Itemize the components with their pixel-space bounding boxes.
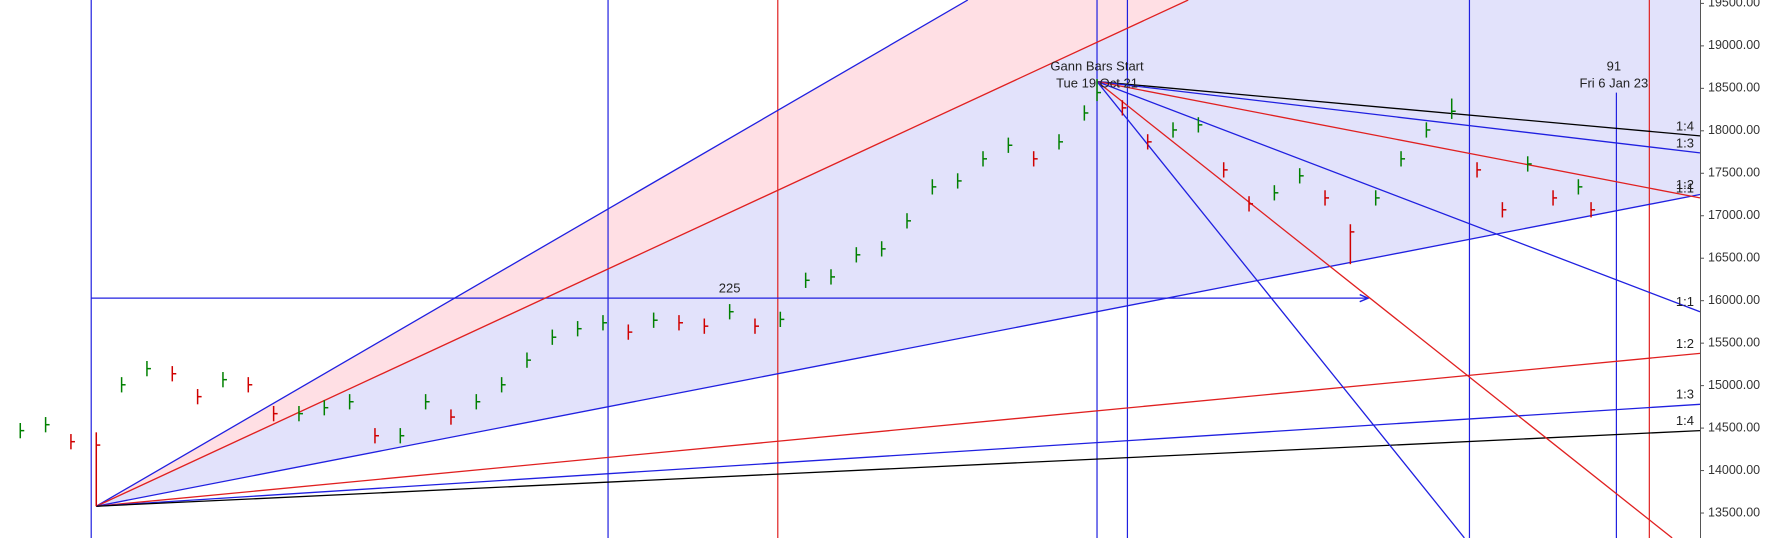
gann-line <box>1096 80 1701 199</box>
y-tick-label: 14000.00 <box>1708 463 1760 477</box>
y-tick-label: 17500.00 <box>1708 166 1760 180</box>
gann-line <box>95 0 969 507</box>
gann-line <box>1096 80 1701 313</box>
annotation: Gann Bars Start <box>1050 59 1144 74</box>
y-tick-label: 19000.00 <box>1708 38 1760 52</box>
gann-line <box>96 403 1701 507</box>
y-tick-label: 13500.00 <box>1708 505 1760 519</box>
ratio-label: 1:2 <box>1676 177 1694 192</box>
gann-line <box>1096 80 1701 154</box>
y-tick-label: 14500.00 <box>1708 420 1760 434</box>
y-tick-label: 16000.00 <box>1708 293 1760 307</box>
gann-line <box>1096 81 1465 538</box>
gann-line <box>96 429 1701 507</box>
y-tick-label: 16500.00 <box>1708 251 1760 265</box>
ratio-label: 1:1 <box>1676 294 1694 309</box>
ratio-label: 1:4 <box>1676 118 1694 133</box>
gann-line <box>96 193 1701 507</box>
ratio-label: 1:3 <box>1676 387 1694 402</box>
y-tick-label: 18500.00 <box>1708 81 1760 95</box>
y-tick-label: 15500.00 <box>1708 335 1760 349</box>
fan-fill <box>96 0 1701 507</box>
y-tick-label: 15000.00 <box>1708 378 1760 392</box>
y-tick-label: 19500.00 <box>1708 0 1760 10</box>
annotation: Tue 19 Oct 21 <box>1056 76 1138 91</box>
ratio-label: 1:1 <box>1676 180 1694 195</box>
gann-line <box>1096 81 1673 538</box>
y-tick-label: 18000.00 <box>1708 123 1760 137</box>
ratio-label: 1:2 <box>1676 336 1694 351</box>
gann-line <box>1096 80 1701 137</box>
gann-line <box>96 0 1189 507</box>
annotation: 91 <box>1607 59 1621 74</box>
axis-area <box>1700 0 1775 538</box>
ratio-label: 1:4 <box>1676 413 1694 428</box>
annotation: Fri 6 Jan 23 <box>1580 76 1649 91</box>
ratio-label: 1:3 <box>1676 135 1694 150</box>
gann-line <box>96 352 1701 507</box>
y-tick-label: 17000.00 <box>1708 208 1760 222</box>
line-label: 225 <box>719 281 741 296</box>
